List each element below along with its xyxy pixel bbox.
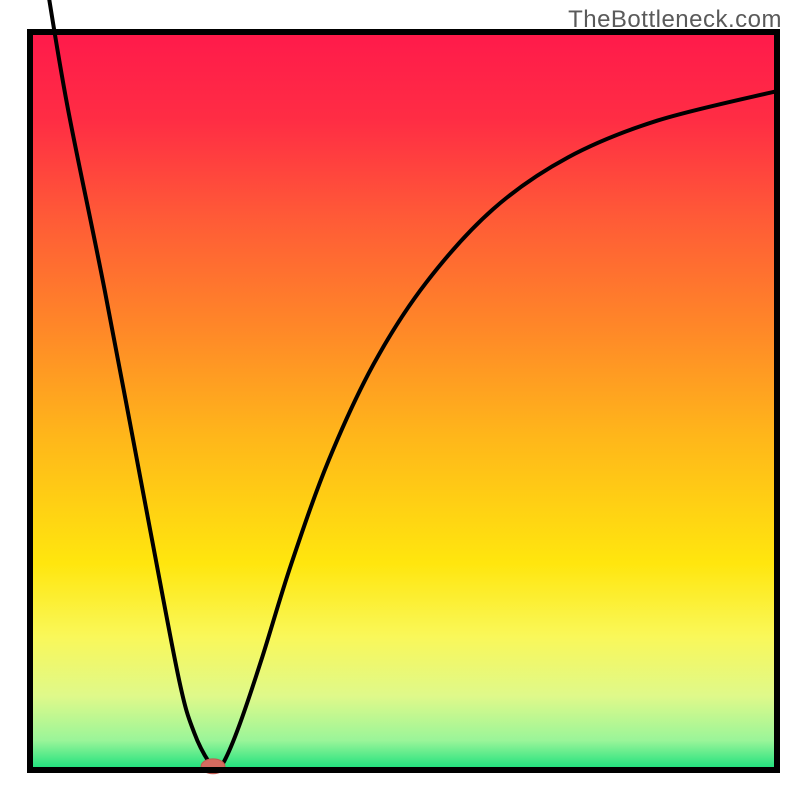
chart-container: TheBottleneck.com [0, 0, 800, 800]
bottleneck-chart [0, 0, 800, 800]
attribution-text: TheBottleneck.com [568, 6, 782, 34]
gradient-background [30, 32, 777, 770]
